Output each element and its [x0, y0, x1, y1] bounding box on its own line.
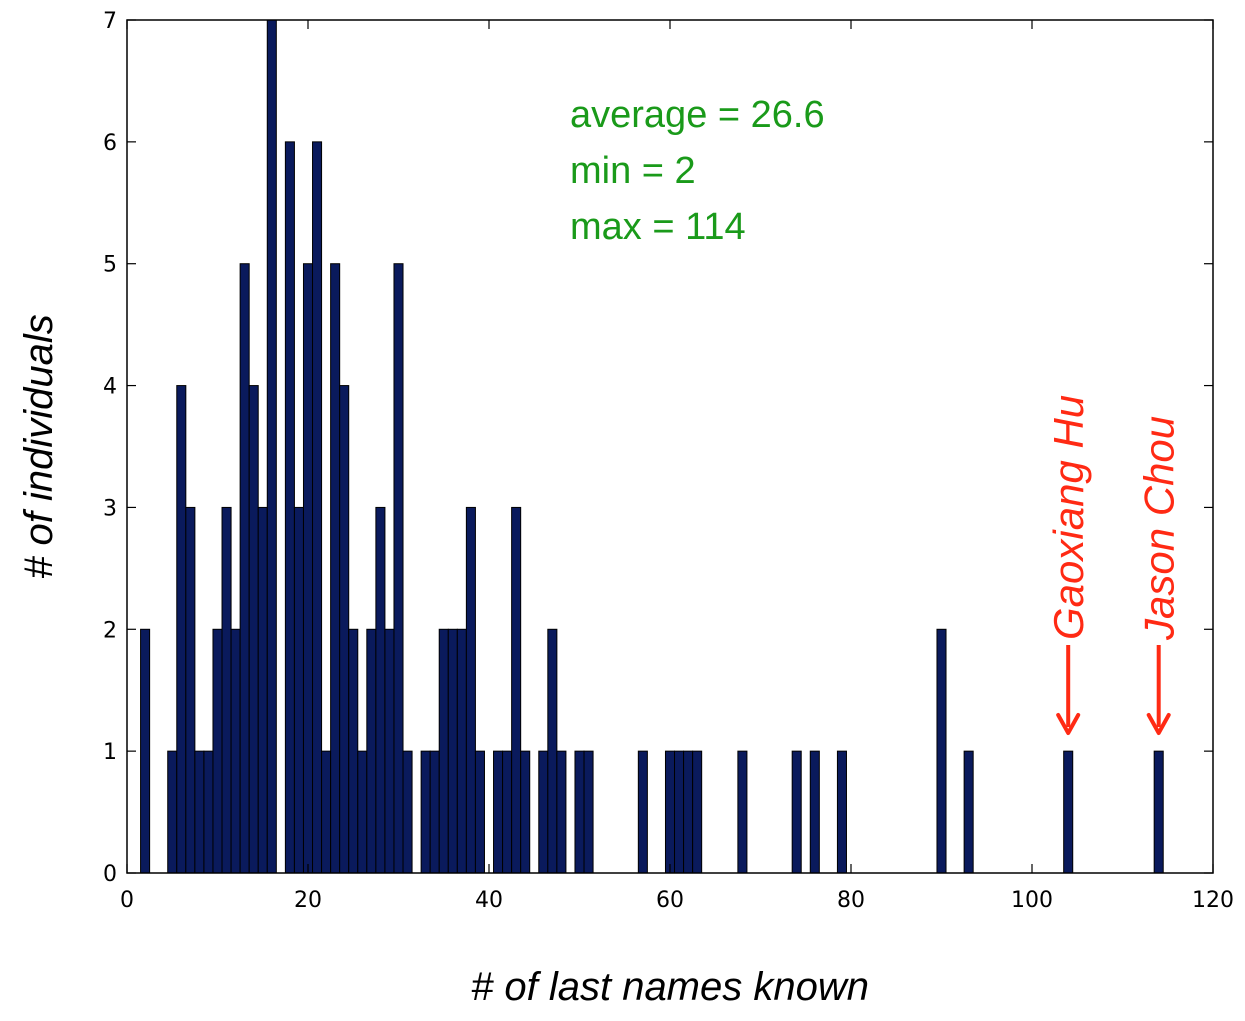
- histogram-bar: [221, 506, 232, 874]
- histogram-bar: [230, 628, 241, 874]
- y-tick-label: 4: [103, 375, 117, 400]
- histogram-bar: [511, 506, 522, 874]
- bars-group: [140, 19, 1164, 874]
- arrow-head: [1146, 713, 1171, 735]
- y-tick-label: 0: [103, 862, 117, 887]
- y-tick-label: 2: [103, 618, 117, 643]
- down-arrow-icon: [1146, 645, 1171, 735]
- x-tick-label: 60: [656, 888, 684, 913]
- histogram-bar: [339, 385, 350, 874]
- histogram-bar: [538, 750, 549, 874]
- y-tick-label: 3: [103, 496, 117, 521]
- y-tick-label: 6: [103, 131, 117, 156]
- histogram-bar: [357, 750, 368, 874]
- histogram-bar: [366, 628, 377, 874]
- histogram-bar: [1063, 750, 1074, 874]
- y-tick-label: 5: [103, 253, 117, 278]
- histogram-bar: [293, 506, 304, 874]
- histogram-bar: [402, 750, 413, 874]
- histogram-bar: [556, 750, 567, 874]
- histogram-bar: [836, 750, 847, 874]
- histogram-bar: [438, 628, 449, 874]
- histogram-bar: [474, 750, 485, 874]
- x-tick-label: 120: [1192, 888, 1234, 913]
- histogram-bar: [520, 750, 531, 874]
- histogram-bar: [321, 750, 332, 874]
- histogram-bar: [791, 750, 802, 874]
- histogram-bar: [239, 263, 250, 874]
- histogram-bar: [447, 628, 458, 874]
- histogram-bar: [375, 506, 386, 874]
- x-tick-label: 80: [837, 888, 865, 913]
- histogram-bar: [248, 385, 259, 874]
- histogram-bar: [692, 750, 703, 874]
- stat-average: average = 26.6: [570, 94, 825, 136]
- histogram-bar: [547, 628, 558, 874]
- histogram-bar: [963, 750, 974, 874]
- histogram-bar: [167, 750, 178, 874]
- annotation-jason-chou: Jason Chou: [1136, 416, 1183, 735]
- histogram-bar: [393, 263, 404, 874]
- histogram-bar: [493, 750, 504, 874]
- y-tick-label: 1: [103, 740, 117, 765]
- histogram-bar: [583, 750, 594, 874]
- histogram-bar: [284, 141, 295, 874]
- down-arrow-icon: [1056, 645, 1081, 735]
- ticks-group: 0 20 40 60 80 100 120 0 1 2 3 4 5 6 7: [103, 9, 1234, 913]
- x-tick-label: 0: [120, 888, 134, 913]
- histogram-bar: [257, 506, 268, 874]
- histogram-bar: [1153, 750, 1164, 874]
- histogram-bar: [664, 750, 676, 874]
- histogram-bar: [502, 750, 513, 874]
- stat-min: min = 2: [570, 150, 696, 192]
- histogram-bar: [348, 628, 359, 874]
- annotation-label: Jason Chou: [1136, 416, 1183, 641]
- y-tick-label: 7: [103, 9, 117, 34]
- histogram-bar: [809, 750, 820, 874]
- histogram-bar: [429, 750, 440, 874]
- histogram-bar: [330, 263, 341, 874]
- x-axis-title: # of last names known: [471, 965, 869, 1009]
- histogram-bar: [266, 19, 277, 874]
- histogram-bar: [465, 506, 476, 874]
- histogram-bar: [312, 141, 323, 874]
- histogram-bar: [384, 628, 395, 874]
- histogram-bar: [302, 263, 314, 874]
- histogram-bar: [185, 506, 196, 874]
- annotation-gaoxiang-hu: Gaoxiang Hu: [1045, 395, 1092, 735]
- histogram-bar: [683, 750, 694, 874]
- arrow-head: [1056, 713, 1081, 735]
- x-tick-label: 20: [294, 888, 322, 913]
- y-axis-title: # of individuals: [17, 314, 61, 579]
- histogram-bar: [212, 628, 223, 874]
- x-tick-label: 40: [475, 888, 503, 913]
- x-tick-label: 100: [1011, 888, 1053, 913]
- stat-max: max = 114: [570, 206, 746, 248]
- histogram-bar: [420, 750, 431, 874]
- histogram-bar: [737, 750, 748, 874]
- stats-box: average = 26.6 min = 2 max = 114: [570, 94, 825, 248]
- histogram-bar: [176, 385, 187, 874]
- histogram-bar: [674, 750, 685, 874]
- histogram-bar: [140, 628, 151, 874]
- histogram-bar: [936, 628, 947, 874]
- histogram-bar: [637, 750, 648, 874]
- histogram-bar: [456, 628, 467, 874]
- histogram-bar: [574, 750, 585, 874]
- histogram-bar: [194, 750, 205, 874]
- histogram-bar: [203, 750, 214, 874]
- annotation-label: Gaoxiang Hu: [1045, 395, 1092, 640]
- annotations-group: Gaoxiang Hu Jason Chou: [1045, 395, 1183, 735]
